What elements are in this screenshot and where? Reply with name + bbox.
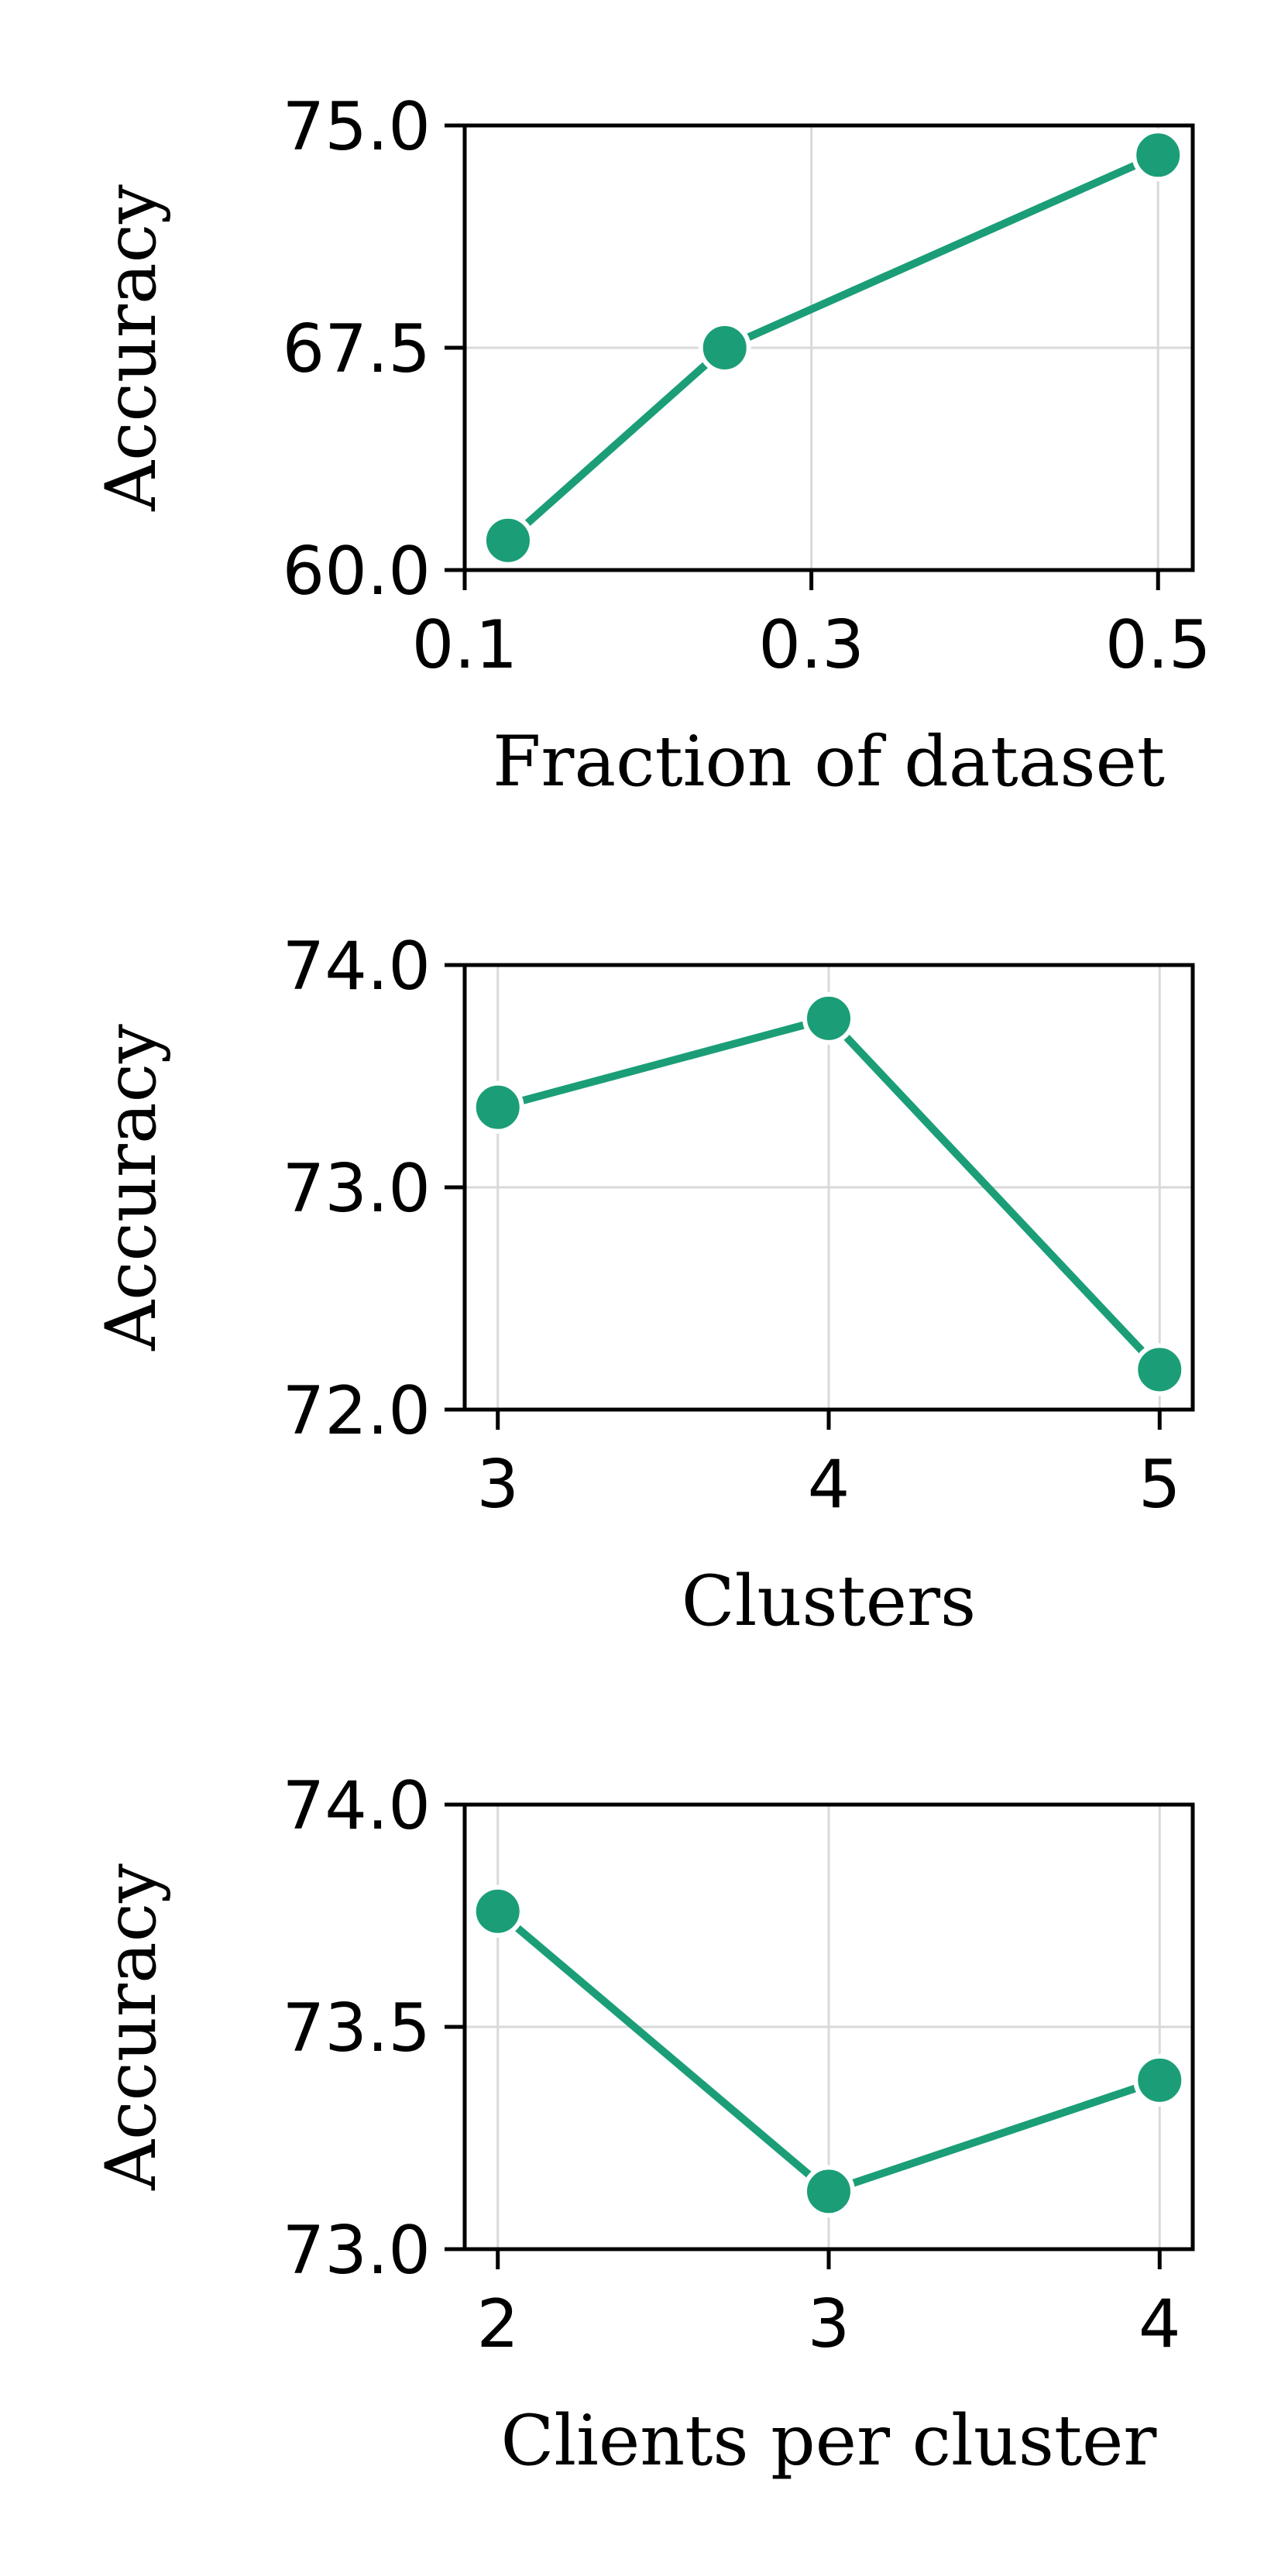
- x-tick-label: 0.1: [412, 606, 518, 684]
- y-axis-label: Accuracy: [91, 1863, 172, 2191]
- y-tick-label: 67.5: [283, 311, 431, 388]
- x-tick-label: 4: [808, 1446, 850, 1523]
- y-tick-label: 72.0: [283, 1372, 431, 1450]
- y-axis-label: Accuracy: [91, 184, 172, 512]
- data-point: [802, 991, 855, 1045]
- data-point: [1133, 1343, 1187, 1396]
- data-point: [471, 1884, 524, 1938]
- data-point: [471, 1080, 524, 1134]
- data-point: [481, 513, 534, 567]
- y-tick-label: 73.0: [283, 2212, 431, 2289]
- panel-clients-per-cluster: 2 3 4 73.0 73.5 74.0 Clients per cluster Accura…: [91, 1767, 1195, 2482]
- y-tick-label: 60.0: [283, 533, 431, 610]
- x-tick-label: 0.5: [1105, 606, 1211, 684]
- axes-frame: [462, 1802, 1195, 2251]
- y-tick-label: 73.0: [283, 1150, 431, 1228]
- panel-fraction-of-dataset: 0.1 0.3 0.5 60.0 67.5 75.0 Fraction of dataset…: [91, 88, 1211, 802]
- y-tick-label: 75.0: [283, 88, 431, 166]
- x-tick-label: 5: [1139, 1446, 1181, 1523]
- x-axis-label: Clients per cluster: [501, 2400, 1158, 2482]
- x-tick-label: 3: [808, 2286, 850, 2363]
- x-axis-label: Fraction of dataset: [493, 721, 1165, 802]
- data-point: [698, 321, 751, 374]
- axes-frame: [462, 123, 1195, 572]
- panel-clusters: 3 4 5 72.0 73.0 74.0 Clusters Accuracy: [91, 928, 1195, 1642]
- y-tick-label: 74.0: [283, 928, 431, 1005]
- y-axis-label: Accuracy: [91, 1024, 172, 1352]
- x-tick-label: 3: [476, 1446, 519, 1523]
- x-tick-label: 4: [1139, 2286, 1181, 2363]
- y-tick-label: 73.5: [283, 1990, 431, 2067]
- axes-frame: [462, 963, 1195, 1412]
- data-point: [802, 2165, 855, 2218]
- x-tick-label: 2: [476, 2286, 519, 2363]
- data-point: [1132, 129, 1185, 182]
- x-axis-label: Clusters: [682, 1561, 976, 1642]
- y-tick-label: 74.0: [283, 1767, 431, 1845]
- x-tick-label: 0.3: [758, 606, 864, 684]
- data-point: [1133, 2053, 1187, 2107]
